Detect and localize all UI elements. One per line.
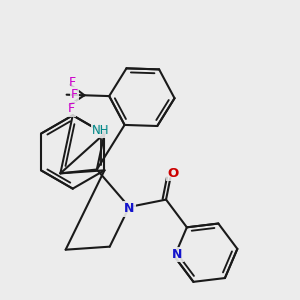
- Text: F: F: [71, 88, 78, 101]
- Text: F: F: [69, 76, 76, 89]
- Text: N: N: [98, 124, 109, 137]
- Text: H: H: [93, 124, 101, 134]
- Text: N: N: [172, 248, 183, 261]
- Text: F: F: [71, 88, 78, 101]
- Text: O: O: [168, 167, 179, 180]
- Text: NH: NH: [92, 124, 109, 137]
- Text: O: O: [168, 167, 179, 180]
- Text: N: N: [124, 202, 134, 215]
- Text: N: N: [124, 202, 134, 215]
- Text: F: F: [68, 103, 75, 116]
- Text: F: F: [68, 103, 75, 116]
- Text: F: F: [69, 76, 76, 89]
- Text: N: N: [172, 248, 183, 261]
